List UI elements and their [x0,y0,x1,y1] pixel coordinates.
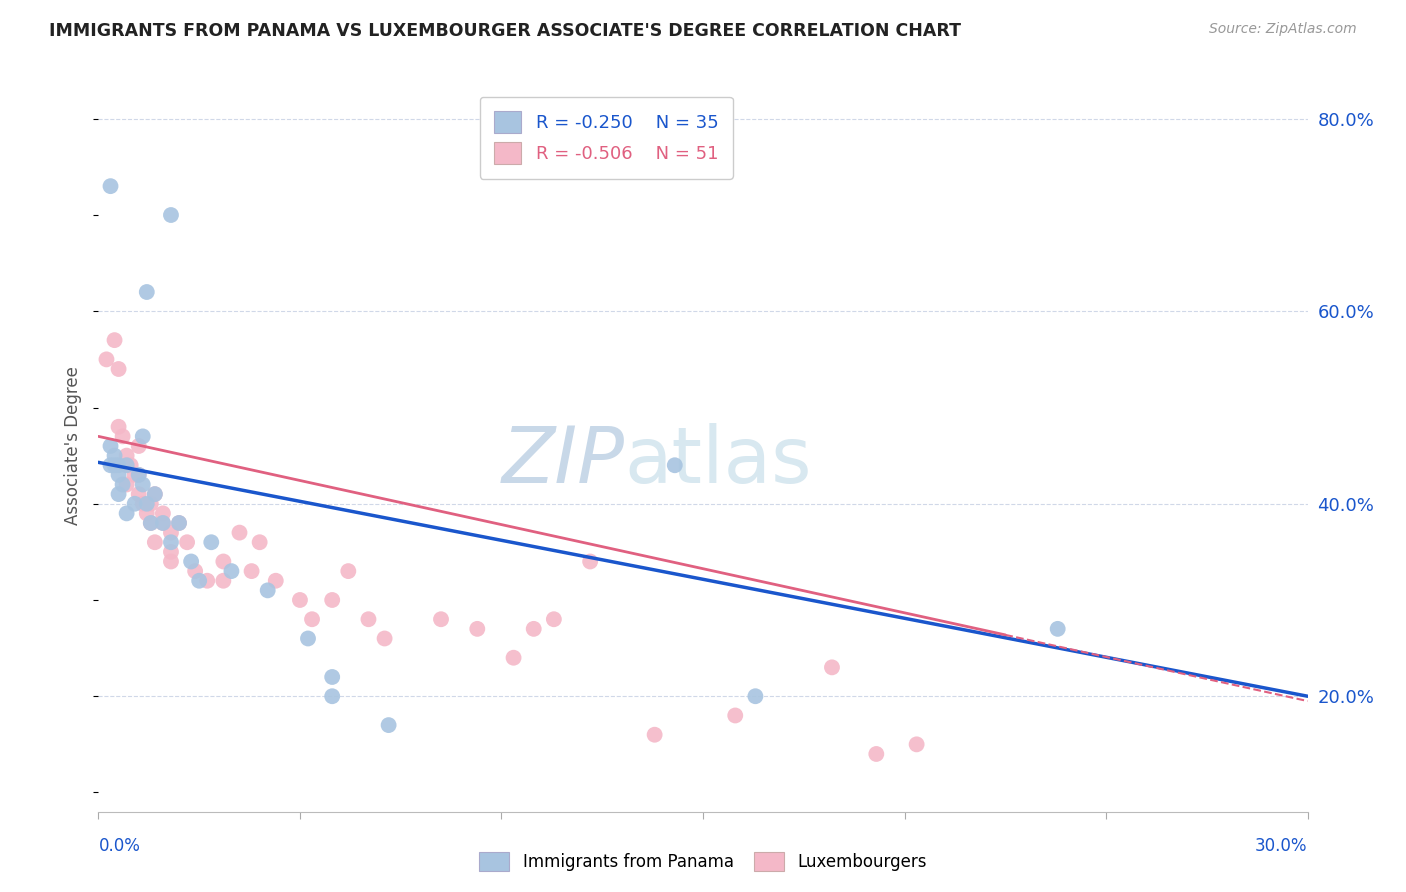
Point [212,554,235,568]
Point [377,718,399,732]
Text: IMMIGRANTS FROM PANAMA VS LUXEMBOURGER ASSOCIATE'S DEGREE CORRELATION CHART: IMMIGRANTS FROM PANAMA VS LUXEMBOURGER A… [49,22,962,40]
Point [865,747,887,761]
Text: 0.0%: 0.0% [98,838,141,855]
Point [143,535,166,549]
Point [195,574,218,588]
Point [100,179,122,194]
Point [96,352,118,367]
Point [107,362,129,376]
Point [107,419,129,434]
Point [143,487,166,501]
Point [160,535,183,549]
Point [128,467,150,482]
Point [176,535,198,549]
Point [502,650,524,665]
Point [744,690,766,704]
Point [523,622,546,636]
Point [579,554,602,568]
Point [321,690,343,704]
Point [465,622,488,636]
Point [111,429,134,443]
Point [664,458,686,473]
Point [430,612,453,626]
Point [543,612,565,626]
Point [249,535,271,549]
Point [228,525,250,540]
Point [152,516,174,530]
Point [184,564,207,578]
Y-axis label: Associate's Degree: Associate's Degree [65,367,83,525]
Point [128,439,150,453]
Point [107,487,129,501]
Point [132,477,155,491]
Point [200,535,222,549]
Point [139,516,162,530]
Point [167,516,190,530]
Point [107,467,129,482]
Point [139,516,162,530]
Point [905,737,928,751]
Point [188,574,211,588]
Point [152,516,174,530]
Point [115,477,138,491]
Point [288,593,311,607]
Text: ZIP: ZIP [502,423,624,499]
Point [124,497,146,511]
Point [337,564,360,578]
Point [115,458,138,473]
Point [115,458,138,473]
Point [160,208,183,222]
Point [103,333,125,347]
Point [135,497,157,511]
Point [139,497,162,511]
Point [111,477,134,491]
Legend: R = -0.250    N = 35, R = -0.506    N = 51: R = -0.250 N = 35, R = -0.506 N = 51 [479,96,733,178]
Point [644,728,666,742]
Point [152,507,174,521]
Point [132,429,155,443]
Point [107,458,129,473]
Point [103,449,125,463]
Point [124,467,146,482]
Point [301,612,323,626]
Point [135,285,157,299]
Point [143,487,166,501]
Text: 30.0%: 30.0% [1256,838,1308,855]
Point [264,574,287,588]
Point [160,525,183,540]
Point [1046,622,1069,636]
Text: Source: ZipAtlas.com: Source: ZipAtlas.com [1209,22,1357,37]
Point [724,708,747,723]
Point [256,583,278,598]
Point [297,632,319,646]
Point [103,458,125,473]
Point [167,516,190,530]
Point [221,564,243,578]
Point [180,554,202,568]
Point [321,670,343,684]
Point [100,439,122,453]
Point [132,497,155,511]
Point [240,564,263,578]
Point [120,458,142,473]
Text: atlas: atlas [624,423,811,499]
Point [115,507,138,521]
Point [135,507,157,521]
Legend: Immigrants from Panama, Luxembourgers: Immigrants from Panama, Luxembourgers [471,843,935,880]
Point [321,593,343,607]
Point [115,449,138,463]
Point [160,545,183,559]
Point [128,487,150,501]
Point [374,632,396,646]
Point [212,574,235,588]
Point [357,612,380,626]
Point [100,458,122,473]
Point [821,660,844,674]
Point [128,467,150,482]
Point [160,554,183,568]
